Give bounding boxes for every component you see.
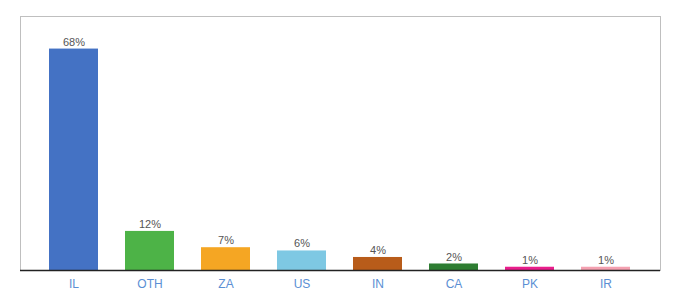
svg-text:4%: 4% <box>370 244 386 256</box>
svg-text:12%: 12% <box>139 218 161 230</box>
svg-text:IR: IR <box>600 277 612 291</box>
svg-text:IN: IN <box>372 277 384 291</box>
svg-text:2%: 2% <box>446 251 462 263</box>
svg-text:ZA: ZA <box>218 277 233 291</box>
svg-text:68%: 68% <box>63 36 85 48</box>
svg-text:6%: 6% <box>294 237 310 249</box>
svg-text:7%: 7% <box>218 234 234 246</box>
svg-text:CA: CA <box>446 277 463 291</box>
svg-text:PK: PK <box>522 277 538 291</box>
svg-text:US: US <box>294 277 311 291</box>
svg-text:OTH: OTH <box>137 277 162 291</box>
svg-text:1%: 1% <box>598 254 614 266</box>
svg-text:IL: IL <box>69 277 79 291</box>
svg-text:1%: 1% <box>522 254 538 266</box>
